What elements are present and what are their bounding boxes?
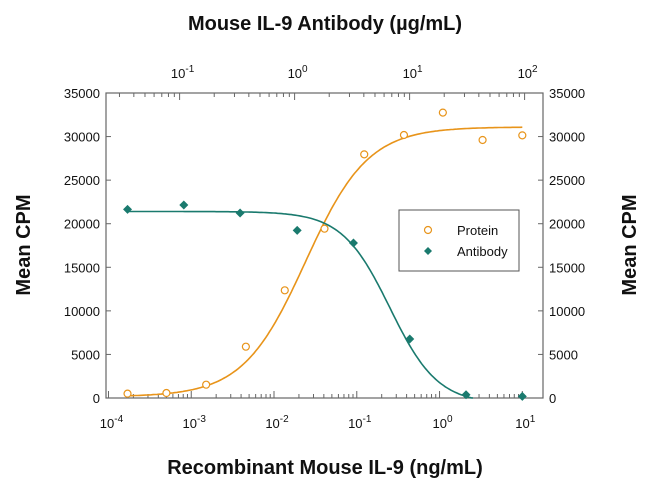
y-tick-label-right: 30000 [549,130,585,145]
y-tick-label-left: 5000 [71,347,100,362]
y-tick-label-left: 15000 [64,260,100,275]
antibody-data-point [461,390,471,400]
legend-antibody-marker [424,247,432,255]
protein-data-point [241,342,250,351]
y-tick-label-left: 0 [93,391,100,406]
protein-data-point [478,135,487,145]
y-axis-label-left: Mean CPM [13,194,35,295]
x-tick-label-top: 101 [403,64,423,81]
x-tick-label-top: 100 [288,64,308,81]
x-tick-label-top: 102 [518,64,538,81]
y-tick-label-right: 0 [549,391,556,406]
y-tick-label-left: 10000 [64,304,100,319]
x-tick-label-bottom: 101 [515,414,535,431]
plot-frame [105,92,544,399]
protein-data-point [123,389,132,398]
y-tick-label-right: 5000 [549,347,578,362]
y-tick-label-right: 15000 [549,260,585,275]
antibody-fit-curve [127,210,474,399]
antibody-data-point [123,204,133,214]
y-tick-label-right: 25000 [549,173,585,188]
y-tick-label-left: 35000 [64,86,100,101]
x-tick-label-bottom: 10-1 [348,414,372,431]
protein-data-point [202,380,211,389]
y-tick-label-right: 10000 [549,304,585,319]
x-tick-label-bottom: 10-3 [183,414,207,431]
y-tick-label-right: 35000 [549,86,585,101]
legend-protein-marker [423,225,433,235]
antibody-data-point [517,391,527,401]
x-tick-label-bottom: 10-4 [100,414,124,431]
protein-data-point [399,130,409,140]
protein-data-point [438,108,447,117]
x-tick-label-top: 10-1 [171,64,195,81]
y-tick-label-left: 25000 [64,173,100,188]
protein-data-point [280,286,289,295]
y-tick-label-left: 30000 [64,130,100,145]
antibody-data-point [405,334,415,344]
protein-data-point [518,131,527,140]
x-tick-label-bottom: 100 [433,414,453,431]
y-tick-label-left: 20000 [64,217,100,232]
legend-antibody-label: Antibody [457,244,508,259]
y-tick-label-right: 20000 [549,217,585,232]
protein-fit-curve [127,126,523,397]
antibody-data-point [292,225,302,235]
antibody-data-point [348,238,358,248]
antibody-data-point [179,200,189,210]
antibody-data-point [235,208,245,218]
protein-data-point [360,150,369,159]
legend: Protein Antibody [398,209,520,272]
x-axis-label: Recombinant Mouse IL-9 (ng/mL) [167,457,483,479]
chart-title: Mouse IL-9 Antibody (µg/mL) [188,13,462,35]
legend-protein-label: Protein [457,223,498,238]
x-tick-label-bottom: 10-2 [265,414,289,431]
y-axis-label-right: Mean CPM [619,194,641,295]
protein-data-point [162,388,171,398]
protein-data-point [320,224,329,233]
